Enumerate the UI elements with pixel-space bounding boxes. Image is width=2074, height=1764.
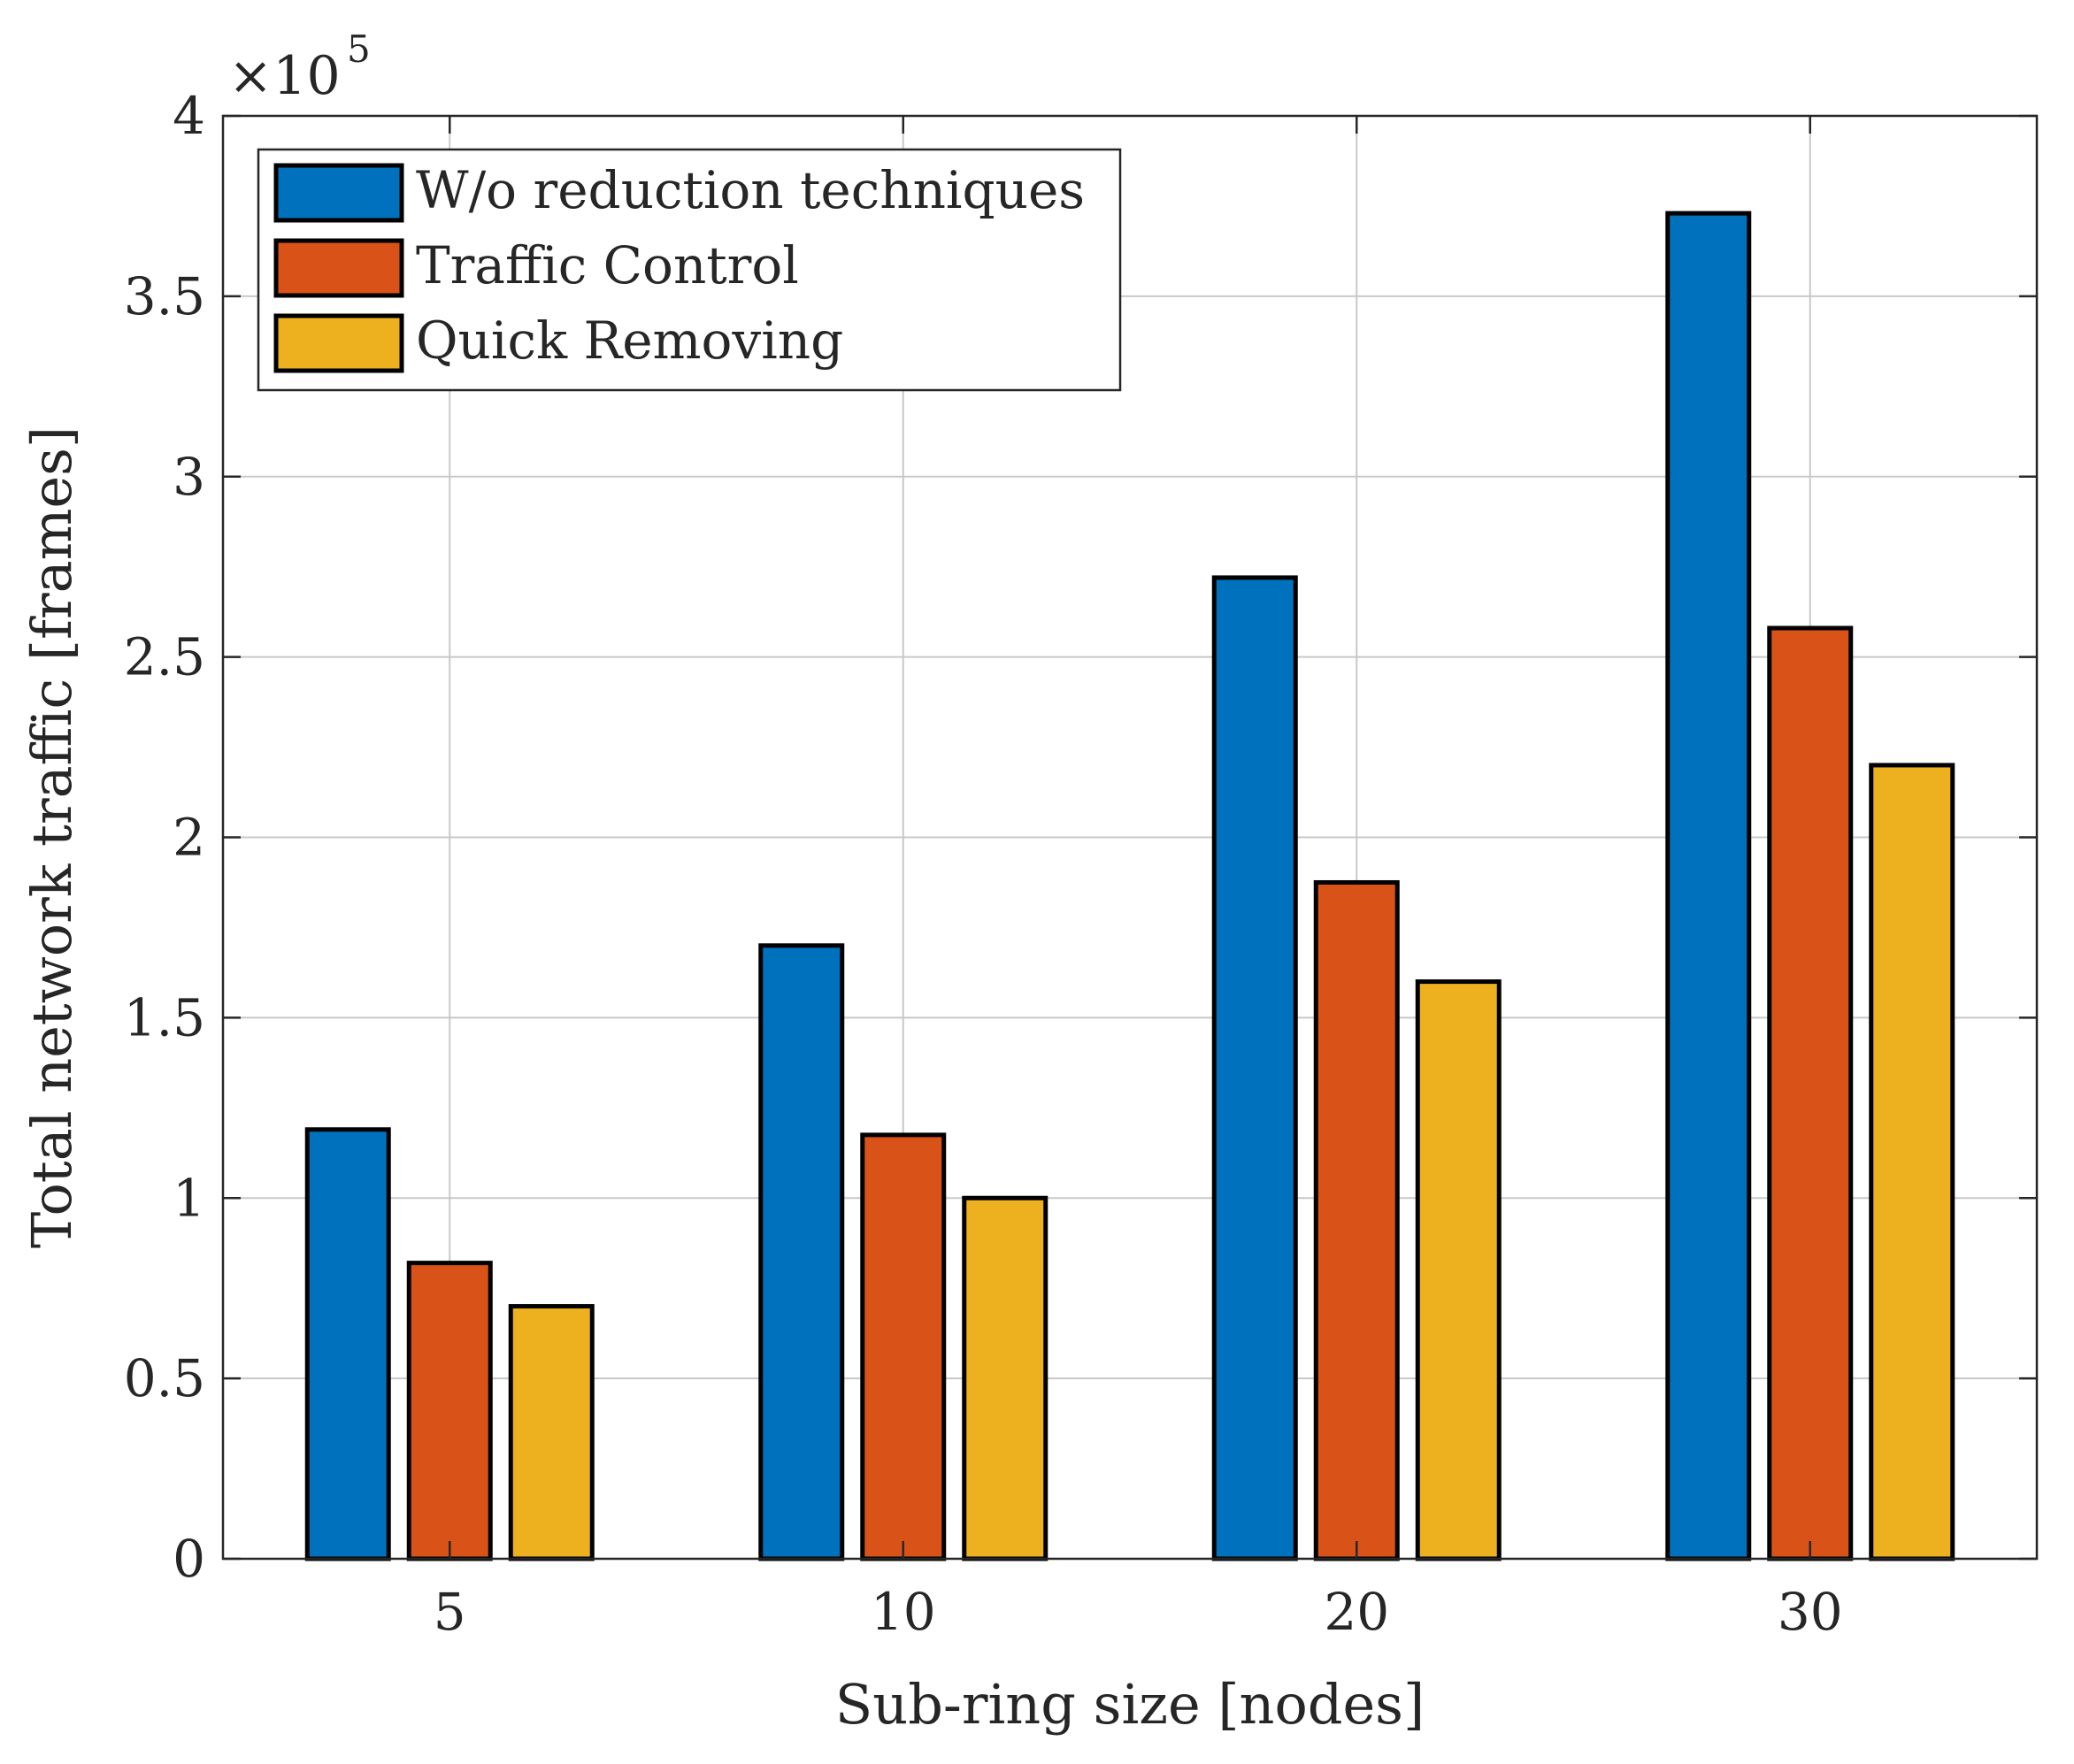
x-tick-label: 5 [434,1582,466,1642]
bar [1869,763,1955,1561]
bar [508,1304,595,1561]
y-tick-label: 1 [173,1168,205,1228]
bar [406,1261,493,1561]
legend-swatch [273,313,404,373]
legend-swatch [273,238,404,298]
x-tick-label: 30 [1778,1582,1843,1642]
bar [758,943,845,1561]
y-tick-label: 2 [173,808,205,868]
y-tick-label: 1.5 [124,987,205,1047]
y-tick-label: 0 [173,1529,205,1589]
tick-marks [223,114,2037,1561]
legend: W/o reduction techniques Traffic Control Q… [257,148,1122,392]
y-axis-exponent-power: 5 [347,27,371,71]
y-axis-label: Total network traffic [frames] [19,426,84,1248]
y-tick-label: 0.5 [124,1348,205,1408]
y-tick-label: 3 [173,447,205,507]
bars [304,211,1955,1561]
bar [1211,575,1298,1561]
bar [860,1132,947,1561]
y-tick-label: 4 [173,86,205,146]
bar [304,1127,391,1561]
x-tick-label: 20 [1324,1582,1389,1642]
legend-label: Traffic Control [416,235,799,295]
x-tick-label: 10 [871,1582,936,1642]
tick-labels: 0 0.5 1 1.5 2 2.5 3 3.5 4 5 10 20 30 [124,86,1843,1642]
bar [962,1195,1049,1561]
legend-swatch [273,163,404,223]
y-tick-label: 3.5 [124,266,205,326]
legend-label: W/o reduction techniques [416,160,1085,220]
bar [1415,979,1502,1561]
y-tick-label: 2.5 [124,627,205,687]
bar [1665,211,1752,1561]
x-axis-label: Sub-ring size [nodes] [835,1672,1425,1737]
bar [1767,625,1854,1561]
bar [1313,879,1400,1561]
legend-label: Quick Removing [416,311,843,371]
y-axis-exponent-base: ×10 [228,45,341,107]
